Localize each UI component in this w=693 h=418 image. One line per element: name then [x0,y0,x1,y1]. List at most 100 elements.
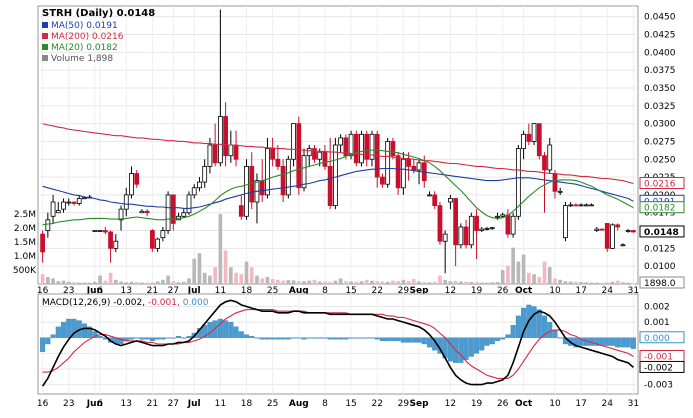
macd-hist-bar [494,337,500,342]
candle-body [312,148,317,160]
macd-hist-bar [369,337,375,339]
volume-bar [375,281,380,284]
candle-body [202,165,208,183]
price-tick-label: 0.0250 [644,155,676,165]
macd-date-tick-label: Sep [410,399,430,409]
volume-bar [553,278,557,284]
price-tag-label: 0.0148 [644,228,679,238]
macd-tag-label: -0.001 [644,353,673,363]
volume-bar [171,281,176,284]
date-tick-label: 6 [97,286,103,296]
volume-bar [276,279,280,284]
volume-bar [286,280,291,284]
candle-body [515,148,521,217]
volume-bar [464,281,468,284]
candle-body [468,215,474,246]
macd-title-hist: 0.000 [180,298,209,308]
macd-date-tick-label: 8 [322,399,328,409]
candle-body [97,230,103,232]
volume-bar [140,282,144,284]
candle-body [369,133,375,160]
macd-hist-bar [144,337,150,340]
macd-hist-bar [426,337,432,348]
candle-body [170,194,176,224]
macd-tick-label: -0.003 [644,381,673,391]
macd-hist-bar [359,337,365,339]
macd-date-tick-label: 25 [267,399,278,409]
volume-bar [600,282,604,284]
candle-body [285,158,291,196]
candle-body [531,123,537,142]
macd-hist-bar [547,321,553,338]
candle-body [343,137,349,157]
legend-swatch-ma50 [42,22,48,28]
volume-bar [312,279,317,284]
candle-body [458,226,464,246]
date-tick-label: 8 [322,286,328,296]
date-tick-label: 17 [575,286,586,296]
macd-histogram [40,304,636,363]
macd-date-tick-label: 21 [147,399,158,409]
macd-hist-bar [615,337,621,348]
macd-hist-bar [594,337,600,346]
macd-hist-bar [395,337,401,342]
macd-hist-bar [421,337,427,345]
volume-bar [579,282,583,284]
candle-body [583,204,589,207]
date-tick-label: 25 [267,286,278,296]
macd-hist-bar [322,337,328,339]
date-tick-label: Jul [187,286,201,296]
macd-hist-bar [275,337,281,340]
volume-bar [526,272,531,284]
volume-bar [145,282,150,284]
candle-body [411,165,417,171]
candle-body [327,165,333,206]
candle-body [505,214,511,235]
legend-ma20: MA(20) 0.0182 [51,43,118,53]
candle-body [552,173,558,192]
volume-bar [333,280,338,284]
candle-body [306,148,312,157]
macd-hist-bar [50,334,56,338]
macd-title: MACD(12,26,9) -0.002, -0.001, 0.000 [42,298,209,308]
candle-body [265,148,270,196]
candle-body [500,214,506,217]
candle-body [139,210,145,214]
date-tick-label: 22 [371,286,382,296]
date-tick-label: Sep [410,286,430,296]
date-tick-label: Aug [289,286,309,296]
candle-body [301,155,307,189]
candle-body [610,224,615,249]
candle-body [463,226,469,246]
candle-body [589,204,594,207]
price-tick-label: 0.0275 [644,137,676,147]
candle-body [186,194,192,214]
volume-bar [66,281,71,284]
macd-hist-bar [327,337,333,340]
volume-bar [422,282,427,284]
macd-hist-bar [264,337,270,340]
macd-hist-bar [385,337,391,342]
macd-hist-bar [139,337,145,340]
date-tick-label: 18 [241,286,253,296]
macd-hist-bar [343,337,349,340]
candle-body [521,133,526,149]
date-tick-label: 24 [602,286,614,296]
candle-body [50,201,56,217]
macd-date-tick-label: 24 [602,399,614,409]
date-tick-label: 31 [628,286,639,296]
date-tick-label: 15 [345,286,356,296]
candle-body [223,116,228,157]
macd-date-tick-label: 6 [97,399,103,409]
price-tick-label: 0.0100 [644,262,676,272]
date-tick-label: 19 [471,286,483,296]
volume-bar [605,282,610,284]
volume-bar [615,280,620,284]
volume-bar [129,281,134,284]
macd-hist-bar [505,334,511,338]
volume-bar [307,280,312,284]
candle-body [442,233,448,242]
ma200-line [42,123,634,185]
macd-hist-bar [515,315,521,338]
candle-body [563,205,568,239]
